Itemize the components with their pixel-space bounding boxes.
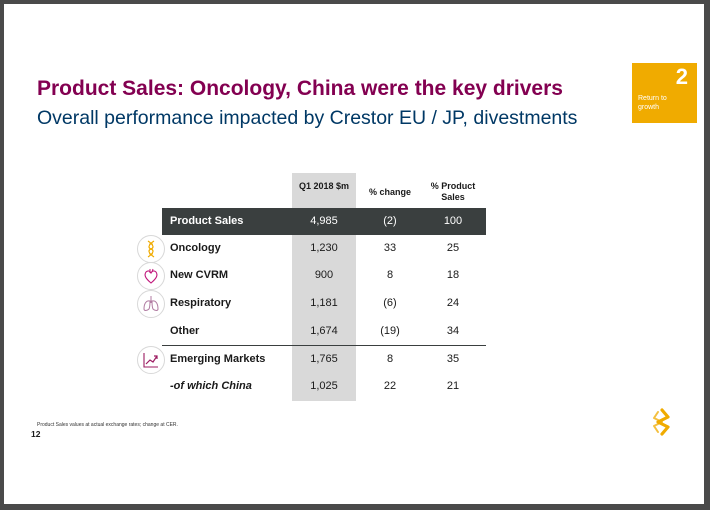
table-row: Respiratory 1,181 (6) 24 bbox=[162, 290, 486, 317]
slide-subtitle: Overall performance impacted by Crestor … bbox=[37, 107, 578, 129]
trend-chart-icon bbox=[137, 346, 165, 374]
slide: Product Sales: Oncology, China were the … bbox=[4, 4, 704, 504]
section-badge: 2 Return to growth bbox=[632, 63, 697, 123]
row-label: Oncology bbox=[170, 242, 221, 254]
table-divider bbox=[162, 345, 486, 346]
slide-title: Product Sales: Oncology, China were the … bbox=[37, 77, 563, 100]
lungs-icon bbox=[137, 290, 165, 318]
table-row: Product Sales 4,985 (2) 100 bbox=[162, 208, 486, 235]
row-label: Other bbox=[170, 325, 200, 337]
row-pct: 100 bbox=[443, 215, 463, 227]
row-change: 8 bbox=[386, 353, 394, 365]
row-pct: 34 bbox=[446, 325, 460, 337]
row-q1: 1,181 bbox=[310, 297, 338, 309]
page-number: 12 bbox=[31, 429, 41, 439]
table-row: Other 1,674 (19) 34 bbox=[162, 318, 486, 345]
row-change: 8 bbox=[386, 269, 394, 281]
row-q1: 900 bbox=[314, 269, 334, 281]
section-number: 2 bbox=[675, 64, 688, 89]
table-row: Oncology 1,230 33 25 bbox=[162, 235, 486, 262]
row-change: (2) bbox=[383, 215, 397, 227]
row-q1: 1,674 bbox=[310, 325, 338, 337]
header-q1: Q1 2018 $m bbox=[298, 181, 350, 191]
row-label: -of which China bbox=[170, 380, 252, 392]
row-label: Respiratory bbox=[170, 297, 232, 309]
table-row: -of which China 1,025 22 21 bbox=[162, 373, 486, 400]
row-pct: 18 bbox=[446, 269, 460, 281]
footnote: Product Sales values at actual exchange … bbox=[37, 422, 178, 428]
row-pct: 25 bbox=[446, 242, 460, 254]
header-change: % change bbox=[368, 187, 411, 197]
row-pct: 35 bbox=[446, 353, 460, 365]
header-pct-sales: % Product Sales bbox=[430, 181, 476, 202]
row-change: (19) bbox=[380, 325, 400, 337]
row-change: 33 bbox=[383, 242, 397, 254]
row-pct: 24 bbox=[446, 297, 460, 309]
row-q1: 1,025 bbox=[310, 380, 338, 392]
heart-icon bbox=[137, 262, 165, 290]
row-label: New CVRM bbox=[170, 269, 229, 281]
row-label: Emerging Markets bbox=[170, 353, 266, 365]
dna-icon bbox=[137, 235, 165, 263]
row-pct: 21 bbox=[446, 380, 460, 392]
table-row: Emerging Markets 1,765 8 35 bbox=[162, 346, 486, 373]
row-q1: 4,985 bbox=[310, 215, 338, 227]
row-q1: 1,230 bbox=[310, 242, 338, 254]
section-label: Return to growth bbox=[638, 95, 667, 111]
company-logo-icon bbox=[649, 408, 675, 441]
row-label: Product Sales bbox=[170, 215, 244, 227]
row-change: 22 bbox=[383, 380, 397, 392]
row-change: (6) bbox=[383, 297, 397, 309]
table-row: New CVRM 900 8 18 bbox=[162, 262, 486, 289]
row-q1: 1,765 bbox=[310, 353, 338, 365]
